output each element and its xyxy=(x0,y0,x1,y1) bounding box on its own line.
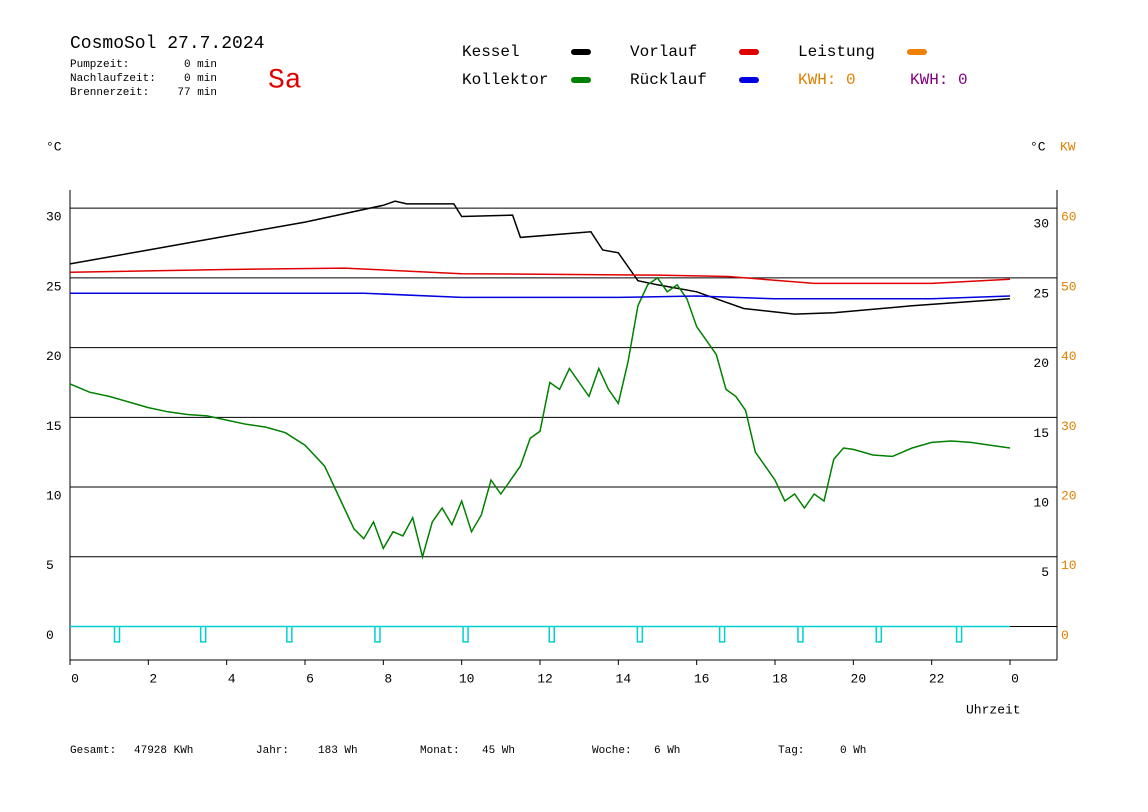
footer-value: 47928 KWh xyxy=(134,745,193,757)
kwh-label: KWH: 0 xyxy=(910,71,968,89)
y2-tick-label: 30 xyxy=(1061,419,1077,434)
pump-pulse xyxy=(955,626,963,643)
x-tick-label: 6 xyxy=(306,671,314,686)
x-label: Uhrzeit xyxy=(966,702,1021,717)
pump-pulse xyxy=(199,626,207,643)
pump-pulse xyxy=(462,626,469,643)
y-tick-label: 15 xyxy=(46,419,62,434)
y2-tick-label: 10 xyxy=(1061,558,1077,573)
x-tick-label: 16 xyxy=(694,671,710,686)
stat-value: 0 min xyxy=(184,73,217,85)
footer-label: Tag: xyxy=(778,745,804,757)
y2-tick-label: 50 xyxy=(1061,279,1077,294)
kwh-label: KWH: 0 xyxy=(798,71,856,89)
y-right-tick-label: 15 xyxy=(1033,426,1049,441)
footer-value: 45 Wh xyxy=(482,745,515,757)
legend-label: Rücklauf xyxy=(630,71,707,89)
x-tick-label: 0 xyxy=(1011,671,1019,686)
x-tick-label: 14 xyxy=(616,671,632,686)
y2-tick-label: 40 xyxy=(1061,349,1077,364)
x-tick-label: 12 xyxy=(537,671,553,686)
title: CosmoSol 27.7.2024 xyxy=(70,34,264,54)
pump-pulse xyxy=(797,626,804,643)
x-tick-label: 18 xyxy=(772,671,788,686)
y-right-tick-label: 20 xyxy=(1033,356,1049,371)
y2-tick-label: 60 xyxy=(1061,210,1077,225)
y-tick-label: 30 xyxy=(46,210,62,225)
day: Sa xyxy=(268,65,302,96)
y-right-tick-label: 10 xyxy=(1033,495,1049,510)
pump-pulse xyxy=(286,626,293,643)
y2-tick-label: 0 xyxy=(1061,628,1069,643)
y2-label-c: °C xyxy=(1030,139,1046,154)
stat-label: Pumpzeit: xyxy=(70,59,129,71)
stat-value: 0 min xyxy=(184,59,217,71)
legend-label: Kollektor xyxy=(462,71,548,89)
pump-pulse xyxy=(875,626,883,643)
y-right-tick-label: 25 xyxy=(1033,286,1049,301)
x-tick-label: 20 xyxy=(851,671,867,686)
series-line xyxy=(69,200,1011,315)
y-tick-label: 25 xyxy=(46,279,62,294)
series-line xyxy=(69,276,1011,560)
footer-label: Woche: xyxy=(592,745,632,757)
y2-tick-label: 20 xyxy=(1061,488,1077,503)
series-line xyxy=(69,267,1011,285)
pump-pulse xyxy=(718,626,726,643)
x-tick-label: 4 xyxy=(228,671,236,686)
footer-value: 0 Wh xyxy=(840,745,866,757)
y-tick-label: 20 xyxy=(46,349,62,364)
footer-value: 183 Wh xyxy=(318,745,358,757)
pump-pulse xyxy=(113,626,121,643)
y-tick-label: 0 xyxy=(46,628,54,643)
y2-label: KW xyxy=(1060,139,1076,154)
pump-pulse xyxy=(374,626,381,643)
y-right-tick-label: 5 xyxy=(1041,565,1049,580)
pump-pulse xyxy=(548,626,555,643)
pump-pulse xyxy=(636,626,644,643)
stat-label: Brennerzeit: xyxy=(70,87,149,99)
y-right-tick-label: 30 xyxy=(1033,217,1049,232)
y-tick-label: 5 xyxy=(46,558,54,573)
series-line xyxy=(70,292,1011,300)
x-tick-label: 8 xyxy=(384,671,392,686)
footer-label: Jahr: xyxy=(256,745,289,757)
legend-label: Kessel xyxy=(462,43,520,61)
x-tick-label: 10 xyxy=(459,671,475,686)
legend-label: Leistung xyxy=(798,43,875,61)
x-tick-label: 22 xyxy=(929,671,945,686)
y-tick-label: 10 xyxy=(46,488,62,503)
x-tick-label: 2 xyxy=(149,671,157,686)
stat-label: Nachlaufzeit: xyxy=(70,73,156,85)
y-label: °C xyxy=(46,139,62,154)
stat-value: 77 min xyxy=(177,87,217,99)
legend-label: Vorlauf xyxy=(630,43,697,61)
footer-label: Monat: xyxy=(420,745,460,757)
footer-value: 6 Wh xyxy=(654,745,680,757)
footer-label: Gesamt: xyxy=(70,745,116,757)
x-tick-label: 0 xyxy=(71,671,79,686)
